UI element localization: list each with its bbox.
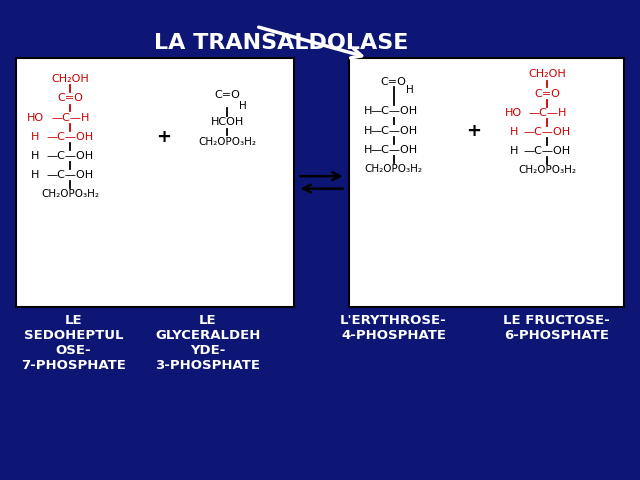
Bar (349, 58, 624, 307)
Text: —C—OH: —C—OH (370, 145, 417, 155)
Bar (16, 58, 294, 307)
Text: +: + (466, 121, 481, 140)
Text: H: H (31, 132, 40, 142)
Text: H: H (509, 146, 518, 156)
Text: H: H (364, 107, 372, 116)
Text: C=O: C=O (534, 89, 560, 98)
Text: LE
GLYCERALDEH
YDE-
3-PHOSPHATE: LE GLYCERALDEH YDE- 3-PHOSPHATE (156, 314, 260, 372)
Text: —C—OH: —C—OH (47, 132, 94, 142)
Text: H: H (509, 127, 518, 137)
Text: —C—OH: —C—OH (524, 146, 571, 156)
Text: H: H (406, 85, 413, 95)
Text: LE FRUCTOSE-
6-PHOSPHATE: LE FRUCTOSE- 6-PHOSPHATE (504, 314, 610, 342)
Text: —C—H: —C—H (528, 108, 566, 118)
Text: +: + (156, 128, 171, 146)
Text: LE
SEDOHEPTUL
OSE-
7-PHOSPHATE: LE SEDOHEPTUL OSE- 7-PHOSPHATE (21, 314, 126, 372)
Text: H: H (31, 170, 40, 180)
Text: CH₂OH: CH₂OH (52, 74, 89, 84)
Text: HO: HO (27, 113, 44, 122)
Text: —C—OH: —C—OH (47, 170, 94, 180)
Text: C=O: C=O (58, 94, 83, 103)
Text: CH₂OPO₃H₂: CH₂OPO₃H₂ (198, 137, 256, 146)
Text: C=O: C=O (381, 77, 406, 86)
Text: CH₂OPO₃H₂: CH₂OPO₃H₂ (518, 166, 576, 175)
Text: —C—OH: —C—OH (47, 151, 94, 161)
Text: C=O: C=O (214, 90, 240, 99)
Text: CH₂OH: CH₂OH (529, 70, 566, 79)
Text: CH₂OPO₃H₂: CH₂OPO₃H₂ (42, 190, 99, 199)
Text: H: H (31, 151, 40, 161)
Text: H: H (364, 145, 372, 155)
Text: —C—H: —C—H (51, 113, 90, 122)
Text: CH₂OPO₃H₂: CH₂OPO₃H₂ (365, 164, 422, 174)
Text: LA TRANSALDOLASE: LA TRANSALDOLASE (154, 33, 409, 53)
Text: H: H (364, 126, 372, 135)
Text: L'ERYTHROSE-
4-PHOSPHATE: L'ERYTHROSE- 4-PHOSPHATE (340, 314, 447, 342)
Text: HCOH: HCOH (211, 118, 244, 127)
Text: H: H (239, 101, 247, 110)
Text: —C—OH: —C—OH (524, 127, 571, 137)
Text: —C—OH: —C—OH (370, 126, 417, 135)
Text: —C—OH: —C—OH (370, 107, 417, 116)
Text: HO: HO (506, 108, 522, 118)
